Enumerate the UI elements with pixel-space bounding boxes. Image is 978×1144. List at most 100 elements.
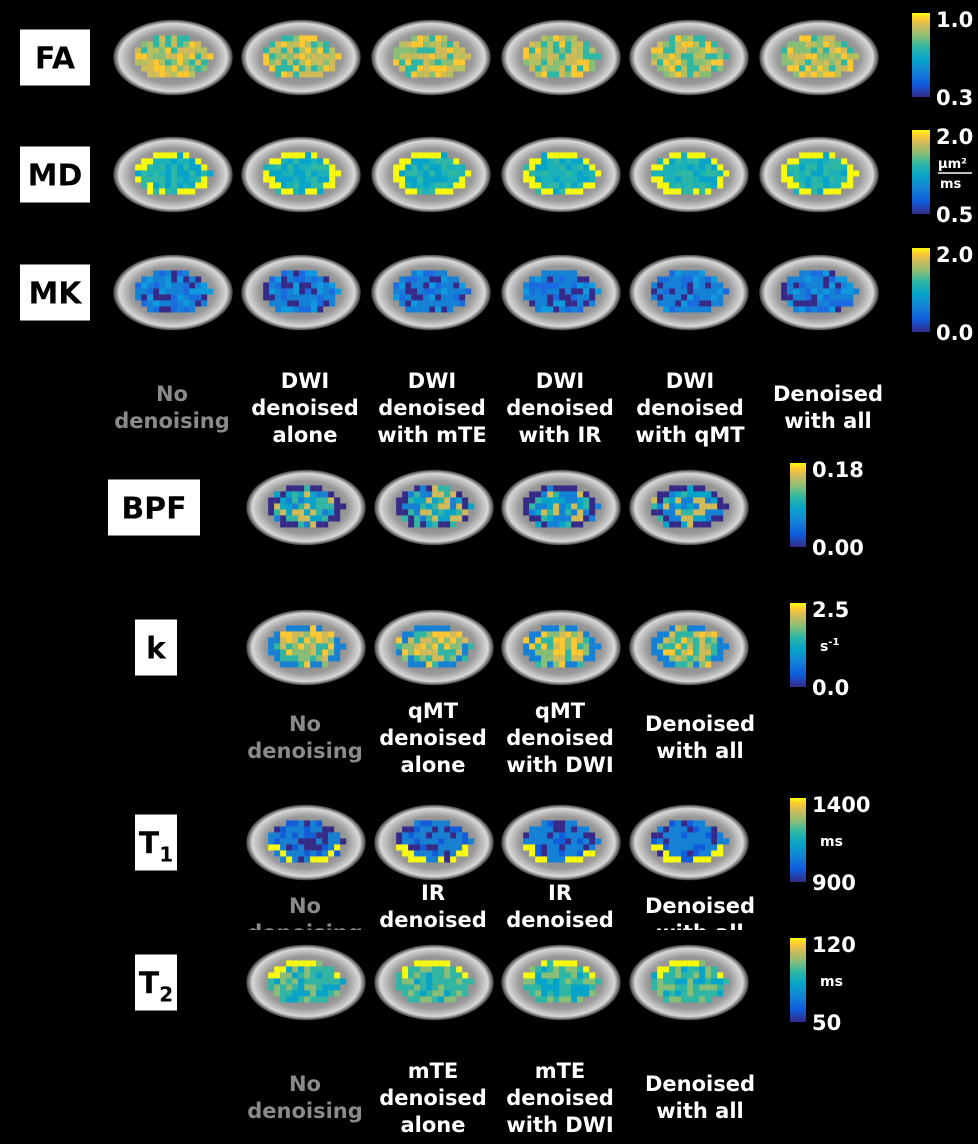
- voxel: [310, 826, 316, 832]
- colorbar-min: 50: [812, 1011, 841, 1035]
- voxel: [328, 515, 334, 521]
- voxel: [447, 276, 453, 282]
- voxel: [651, 176, 657, 182]
- voxel: [426, 826, 432, 832]
- voxel: [705, 966, 711, 972]
- map-image: [240, 5, 362, 110]
- voxel: [651, 509, 657, 515]
- voxel: [316, 497, 322, 503]
- voxel: [793, 164, 799, 170]
- voxel: [781, 47, 787, 53]
- voxel: [399, 59, 405, 65]
- voxel: [393, 288, 399, 294]
- voxel: [571, 276, 577, 282]
- voxel: [317, 164, 323, 170]
- voxel: [334, 509, 340, 515]
- voxel: [699, 47, 705, 53]
- voxel: [541, 182, 547, 188]
- voxel: [711, 294, 717, 300]
- voxel: [280, 661, 286, 667]
- voxel: [207, 170, 213, 176]
- voxel: [711, 53, 717, 59]
- voxel: [414, 832, 420, 838]
- voxel: [663, 176, 669, 182]
- voxel: [553, 966, 559, 972]
- voxel: [711, 300, 717, 306]
- voxel: [310, 978, 316, 984]
- voxel: [304, 649, 310, 655]
- voxel: [435, 158, 441, 164]
- voxel: [438, 990, 444, 996]
- voxel: [322, 984, 328, 990]
- column-label: mTE: [535, 1059, 586, 1083]
- voxel: [705, 53, 711, 59]
- voxel: [577, 637, 583, 643]
- voxel: [711, 838, 717, 844]
- voxel: [195, 53, 201, 59]
- voxel: [547, 655, 553, 661]
- voxel: [541, 188, 547, 194]
- voxel: [311, 306, 317, 312]
- unit-sup: -1: [828, 637, 839, 648]
- voxel: [438, 978, 444, 984]
- voxel: [462, 637, 468, 643]
- voxel: [274, 990, 280, 996]
- voxel: [559, 850, 565, 856]
- voxel: [269, 65, 275, 71]
- voxel: [402, 649, 408, 655]
- voxel: [675, 643, 681, 649]
- voxel: [589, 282, 595, 288]
- voxel: [195, 65, 201, 71]
- voxel: [541, 158, 547, 164]
- voxel: [405, 71, 411, 77]
- voxel: [681, 188, 687, 194]
- voxel: [311, 41, 317, 47]
- voxel: [817, 182, 823, 188]
- column-label: mTE: [408, 1059, 459, 1083]
- voxel: [799, 47, 805, 53]
- voxel: [523, 649, 529, 655]
- voxel: [153, 71, 159, 77]
- voxel: [396, 972, 402, 978]
- voxel: [687, 649, 693, 655]
- voxel: [663, 972, 669, 978]
- voxel: [323, 288, 329, 294]
- voxel: [405, 276, 411, 282]
- voxel: [153, 59, 159, 65]
- voxel: [396, 509, 402, 515]
- voxel: [669, 820, 675, 826]
- voxel: [426, 996, 432, 1002]
- voxel: [286, 990, 292, 996]
- voxel: [681, 282, 687, 288]
- voxel: [305, 158, 311, 164]
- column-label: with mTE: [377, 423, 486, 447]
- voxel: [299, 282, 305, 288]
- voxel: [793, 53, 799, 59]
- voxel: [414, 643, 420, 649]
- voxel: [280, 655, 286, 661]
- voxel: [553, 276, 559, 282]
- voxel: [310, 649, 316, 655]
- voxel: [305, 276, 311, 282]
- voxel: [547, 485, 553, 491]
- voxel: [523, 294, 529, 300]
- voxel: [571, 503, 577, 509]
- voxel: [432, 850, 438, 856]
- voxel: [681, 182, 687, 188]
- voxel: [423, 282, 429, 288]
- voxel: [298, 838, 304, 844]
- voxel: [177, 53, 183, 59]
- voxel: [553, 637, 559, 643]
- voxel: [304, 637, 310, 643]
- voxel: [441, 306, 447, 312]
- voxel: [268, 637, 274, 643]
- voxel: [280, 643, 286, 649]
- voxel: [693, 960, 699, 966]
- voxel: [687, 35, 693, 41]
- voxel: [693, 294, 699, 300]
- voxel: [681, 649, 687, 655]
- voxel: [571, 820, 577, 826]
- voxel: [334, 832, 340, 838]
- voxel: [426, 984, 432, 990]
- voxel: [699, 649, 705, 655]
